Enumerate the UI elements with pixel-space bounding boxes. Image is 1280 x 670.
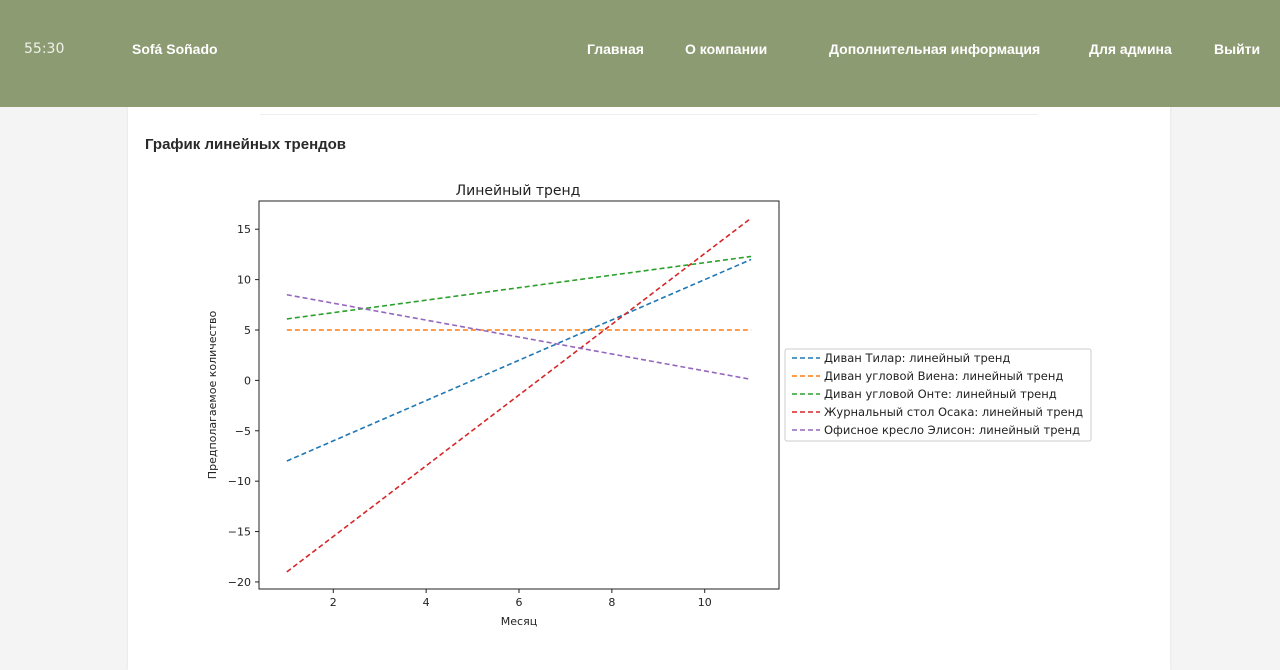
- legend-entry-3: Диван угловой Онте: линейный тренд: [824, 387, 1057, 401]
- legend-entry-2: Диван угловой Виена: линейный тренд: [824, 369, 1063, 383]
- series-line-5: [286, 293, 752, 381]
- y-tick-label: −15: [228, 526, 251, 539]
- series-line-1: [286, 258, 752, 462]
- y-axis-label: Предполагаемое количество: [206, 311, 219, 480]
- nav-about[interactable]: О компании: [685, 41, 768, 57]
- x-tick-label: 8: [608, 596, 615, 609]
- y-tick-label: 10: [237, 274, 251, 287]
- top-navbar: 55:30 Sofá Soñado Главная О компании Доп…: [0, 0, 1280, 107]
- x-tick-label: 6: [516, 596, 523, 609]
- y-tick-label: 15: [237, 223, 251, 236]
- legend-entry-1: Диван Тилар: линейный тренд: [824, 351, 1010, 365]
- chart-title: Линейный тренд: [456, 183, 581, 199]
- legend-entry-5: Офисное кресло Элисон: линейный тренд: [824, 423, 1080, 437]
- x-axis-label: Месяц: [501, 615, 537, 628]
- series-line-4: [286, 217, 752, 573]
- nav-logout[interactable]: Выйти: [1214, 41, 1261, 57]
- legend-box: [784, 348, 1092, 442]
- section-title: График линейных трендов: [145, 136, 347, 153]
- nav-additional-info[interactable]: Дополнительная информация: [829, 41, 1041, 57]
- x-tick-label: 10: [698, 596, 712, 609]
- brand-link[interactable]: Sofá Soñado: [132, 41, 218, 57]
- nav-admin[interactable]: Для админа: [1089, 41, 1172, 57]
- x-tick-label: 4: [423, 596, 430, 609]
- x-tick-label: 2: [330, 596, 337, 609]
- trend-chart: Линейный тренд 2 4 6 8 10 −20 −15 −10 −5 0 5 10 15 М…: [200, 174, 1099, 634]
- series-line-3: [286, 255, 752, 320]
- y-tick-label: −10: [228, 475, 251, 488]
- legend-entry-4: Журнальный стол Осака: линейный тренд: [824, 405, 1083, 419]
- y-tick-label: 0: [244, 374, 251, 387]
- y-tick-label: −20: [228, 576, 251, 589]
- trend-chart-svg: Линейный тренд 2 4 6 8 10 −20 −15 −10 −5 0 5 10 15 М…: [206, 183, 1092, 628]
- plot-frame: [258, 200, 780, 590]
- y-tick-label: −5: [235, 425, 251, 438]
- session-timer: 55:30: [24, 41, 65, 57]
- nav-home[interactable]: Главная: [587, 41, 644, 57]
- y-tick-label: 5: [244, 324, 251, 337]
